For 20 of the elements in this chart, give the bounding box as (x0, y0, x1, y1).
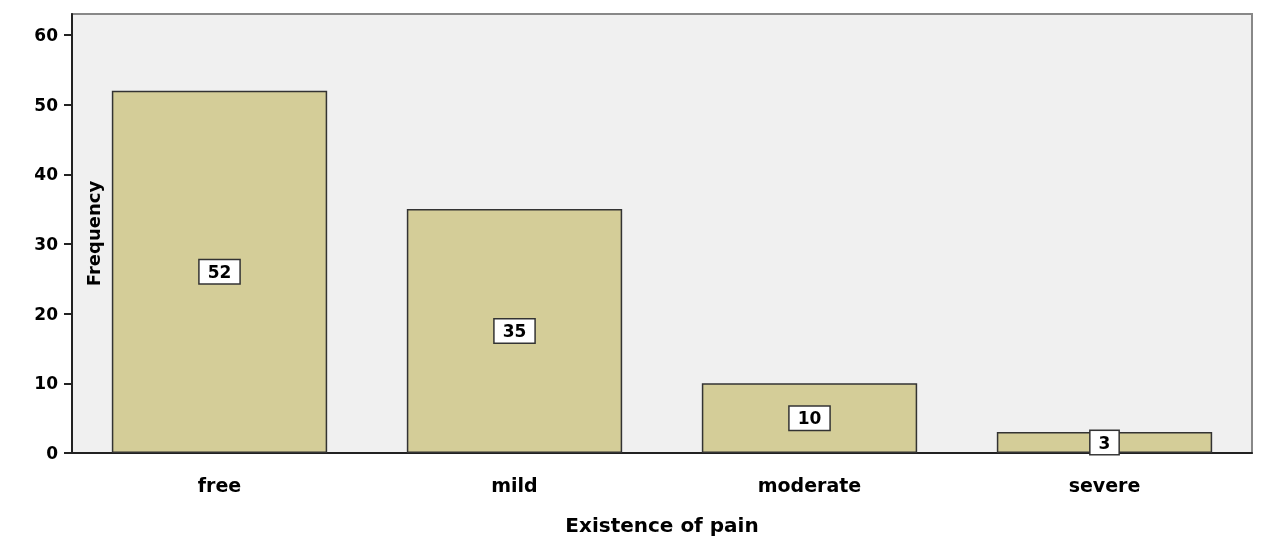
y-tick-label: 50 (34, 94, 59, 115)
x-tick-label: mild (491, 473, 538, 496)
y-tick-label: 10 (34, 373, 59, 394)
x-tick-label: free (197, 473, 242, 496)
y-tick-label: 40 (34, 164, 59, 185)
data-label: 52 (207, 261, 232, 282)
y-axis-title: Frequency (82, 180, 104, 287)
x-axis-title: Existence of pain (565, 513, 759, 537)
y-tick-label: 60 (34, 24, 59, 45)
x-tick-label: severe (1068, 473, 1141, 496)
y-tick-label: 30 (34, 233, 59, 254)
bar (701, 383, 918, 453)
x-tick-label: moderate (757, 473, 862, 496)
bar (406, 209, 623, 453)
data-label: 10 (797, 408, 822, 429)
bar (111, 90, 328, 453)
data-label: 3 (1098, 432, 1111, 453)
y-tick-label: 0 (46, 443, 59, 463)
y-tick-label: 20 (34, 303, 59, 324)
data-label: 35 (502, 321, 527, 342)
